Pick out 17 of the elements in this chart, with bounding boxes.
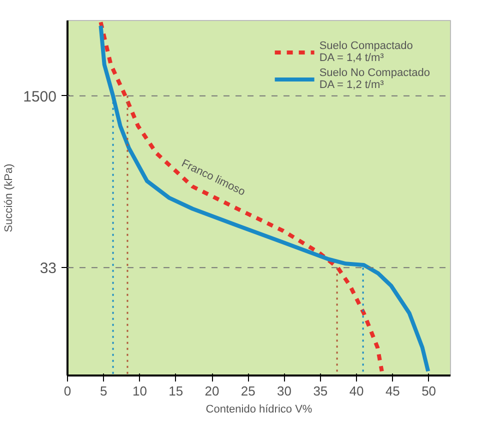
x-axis-title: Contenido hídrico V% (206, 404, 312, 416)
legend-label: Suelo Compactado DA = 1,4 t/m³ (319, 40, 413, 64)
x-tick-label: 0 (64, 384, 72, 398)
x-tick-label: 50 (422, 384, 436, 398)
x-tick-label: 15 (168, 384, 184, 398)
y-axis-title: Succión (kPa) (3, 164, 16, 232)
x-tick-label: 20 (204, 384, 220, 398)
y-tick-label: 1500 (23, 88, 57, 106)
x-tick-label: 5 (100, 384, 108, 398)
x-tick-label: 25 (240, 384, 256, 398)
x-tick-label: 30 (277, 384, 292, 398)
y-tick-label: 33 (40, 260, 57, 278)
x-tick-label: 10 (132, 384, 148, 398)
x-tick-label: 35 (313, 384, 328, 398)
legend-label: Suelo No Compactado DA = 1,2 t/m³ (319, 67, 430, 91)
x-tick-label: 45 (385, 384, 400, 398)
x-tick-label: 40 (349, 384, 364, 398)
